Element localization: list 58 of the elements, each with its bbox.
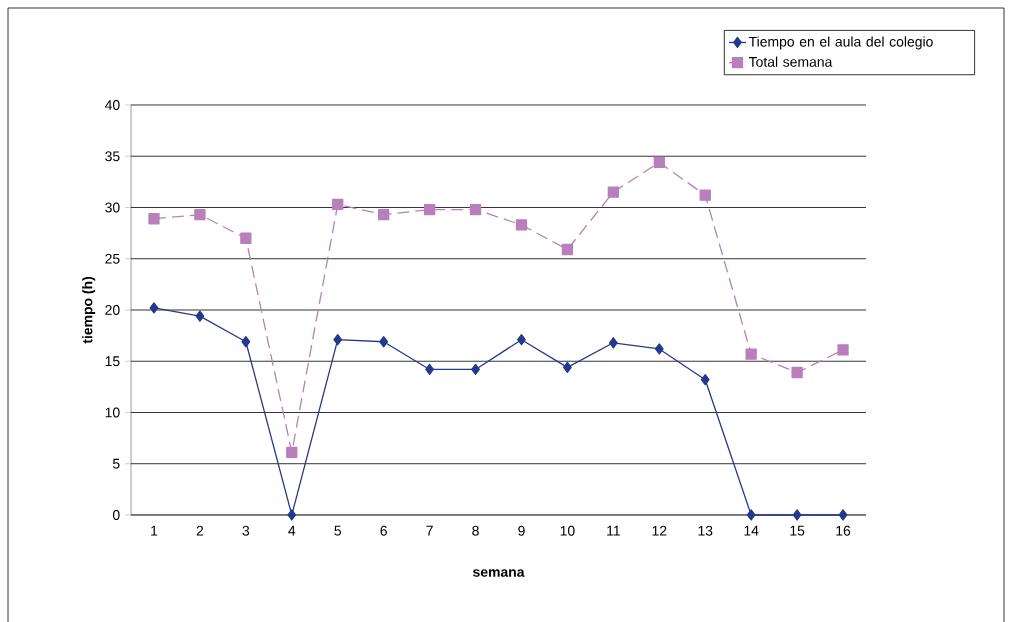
point [379, 336, 389, 348]
point [653, 156, 665, 169]
x-tick-label: 8 [472, 525, 479, 536]
x-tick-label: 2 [196, 525, 204, 536]
legend-label: Total semana [748, 56, 833, 67]
y-tick-label: 5 [112, 458, 120, 469]
x-axis-title: semana [473, 569, 525, 577]
legend-label: Tiempo en el aula del colegio [748, 36, 933, 50]
point [423, 203, 436, 216]
x-tick-label: 4 [288, 525, 296, 536]
point [515, 219, 528, 231]
point [654, 343, 664, 355]
point [332, 198, 344, 211]
x-tick-label: 3 [242, 525, 250, 536]
x-tick-label: 10 [560, 525, 575, 536]
point [287, 509, 297, 521]
y-tick-label: 40 [104, 100, 120, 110]
point [241, 336, 251, 348]
point [746, 509, 756, 521]
y-tick-label: 25 [105, 253, 120, 264]
point [378, 209, 390, 221]
point [194, 209, 206, 221]
point [699, 189, 711, 201]
y-tick-label: 15 [105, 356, 120, 367]
point [286, 446, 298, 459]
x-tick-label: 16 [836, 525, 851, 536]
point [745, 348, 757, 360]
y-tick-label: 0 [112, 510, 120, 520]
point [148, 213, 160, 225]
y-tick-label: 30 [105, 202, 120, 213]
y-tick-label: 10 [105, 407, 120, 418]
point [240, 232, 252, 244]
point [517, 334, 526, 346]
x-tick-label: 14 [744, 525, 759, 536]
point [700, 374, 710, 386]
point [838, 509, 848, 521]
point [195, 310, 205, 322]
point [333, 334, 343, 346]
x-tick-label: 7 [426, 525, 433, 536]
point [608, 337, 618, 349]
point [149, 302, 159, 314]
point [792, 509, 802, 521]
point [561, 243, 574, 256]
y-tick-label: 35 [105, 151, 120, 162]
point [469, 203, 482, 216]
x-tick-label: 9 [518, 525, 525, 536]
x-tick-label: 15 [790, 525, 805, 536]
x-tick-label: 1 [151, 525, 158, 536]
x-tick-label: 12 [652, 525, 667, 536]
point [791, 366, 803, 379]
x-tick-label: 13 [698, 525, 713, 536]
x-tick-label: 5 [334, 525, 342, 536]
point [607, 186, 619, 198]
x-tick-label: 6 [380, 525, 387, 536]
y-axis-title: tiempo (h) [82, 276, 96, 344]
x-tick-label: 11 [607, 525, 620, 536]
point [837, 344, 849, 356]
y-tick-label: 20 [105, 305, 120, 315]
